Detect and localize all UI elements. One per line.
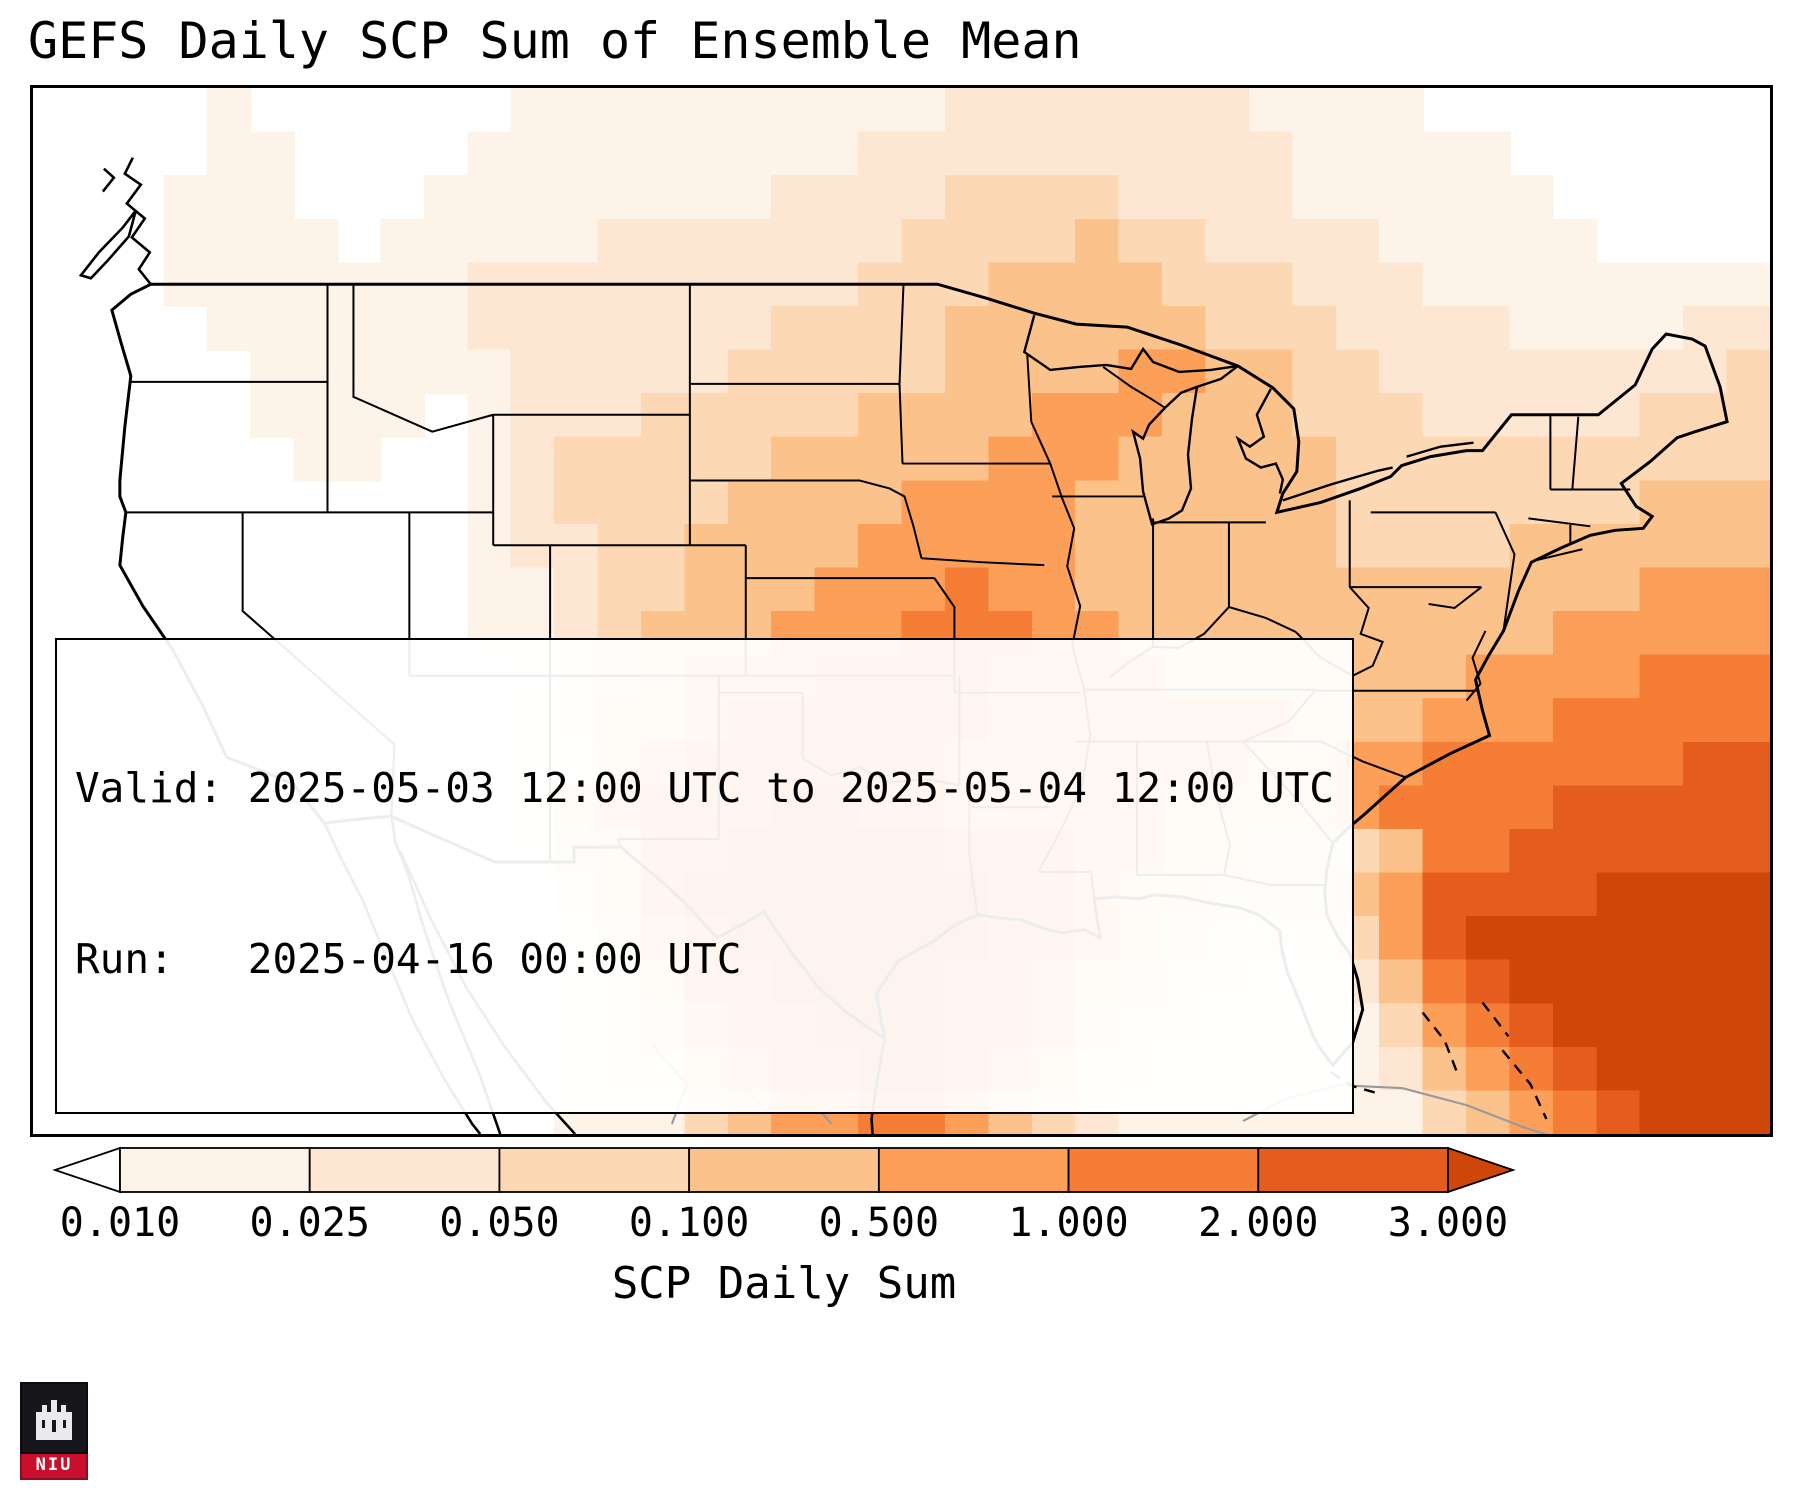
colorbar-svg — [52, 1146, 1516, 1194]
colorbar-segment — [498, 1147, 691, 1193]
colorbar-tick: 0.010 — [59, 1200, 181, 1246]
colorbar-label: SCP Daily Sum — [611, 1258, 957, 1309]
colorbar-segment — [1067, 1147, 1260, 1193]
niu-castle-icon — [20, 1382, 88, 1454]
colorbar-tick: 0.500 — [818, 1200, 940, 1246]
valid-time-line: Valid: 2025-05-03 12:00 UTC to 2025-05-0… — [75, 764, 1334, 812]
colorbar: 0.010 0.025 0.050 0.100 0.500 1.000 2.000 3.000… — [30, 1146, 1773, 1366]
colorbar-segment — [119, 1147, 311, 1193]
figure-title: GEFS Daily SCP Sum of Ensemble Mean — [28, 12, 1082, 70]
colorbar-ticks: 0.010 0.025 0.050 0.100 0.500 1.000 2.000 3.000 — [30, 1200, 1773, 1250]
colorbar-tick: 0.100 — [628, 1200, 750, 1246]
colorbar-over-arrow — [1447, 1146, 1516, 1194]
colorbar-tick: 2.000 — [1198, 1200, 1319, 1246]
niu-logo: NIU — [20, 1382, 88, 1482]
great-lakes-outline — [1022, 314, 1474, 526]
colorbar-tick: 1.000 — [1008, 1200, 1129, 1246]
valid-run-info-box: Valid: 2025-05-03 12:00 UTC to 2025-05-0… — [55, 638, 1354, 1114]
colorbar-segment — [877, 1147, 1070, 1193]
map-panel: Valid: 2025-05-03 12:00 UTC to 2025-05-0… — [30, 85, 1773, 1137]
colorbar-segment — [688, 1147, 880, 1193]
island-chains-dashed — [1330, 1001, 1548, 1120]
colorbar-tick: 0.025 — [249, 1200, 370, 1246]
run-time-line: Run: 2025-04-16 00:00 UTC — [75, 935, 742, 983]
niu-logo-text: NIU — [20, 1454, 88, 1480]
colorbar-segment — [1257, 1147, 1449, 1193]
canada-coastline — [78, 157, 152, 286]
colorbar-segment — [308, 1147, 501, 1193]
colorbar-tick: 3.000 — [1387, 1200, 1509, 1246]
colorbar-under-arrow — [52, 1146, 121, 1194]
colorbar-tick: 0.050 — [439, 1200, 560, 1246]
